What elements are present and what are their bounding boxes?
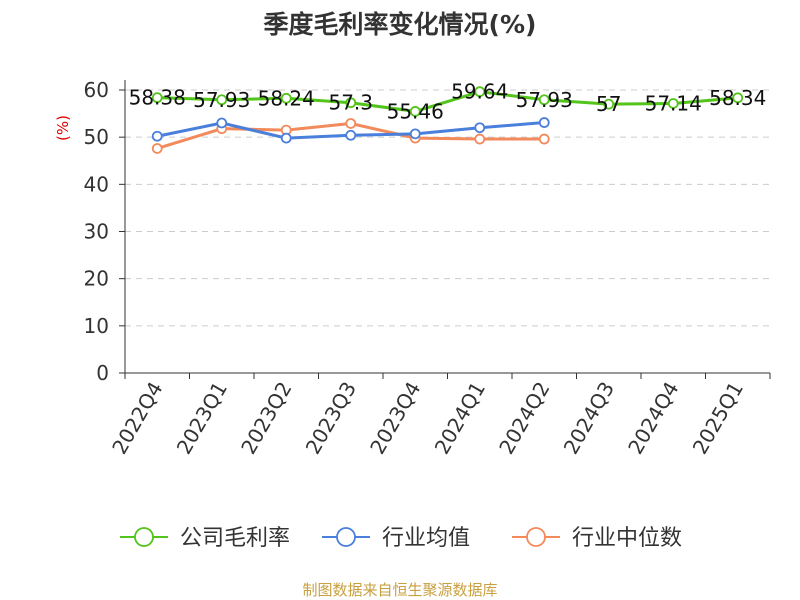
legend-label: 行业均值: [382, 526, 470, 551]
data-point: [538, 117, 550, 128]
data-point: [474, 133, 486, 145]
data-point: [151, 143, 163, 154]
data-point: [538, 133, 550, 145]
data-label: 57.14: [645, 91, 702, 115]
data-label: 57.3: [328, 91, 373, 115]
data-point: [409, 128, 421, 140]
x-tick-label: 2024Q1: [430, 378, 490, 459]
data-point: [345, 118, 357, 129]
data-point: [667, 98, 679, 109]
x-tick-label: 2023Q4: [365, 378, 425, 459]
data-label: 58.24: [258, 86, 315, 110]
data-label: 55.46: [387, 99, 444, 123]
x-tick-label: 2024Q3: [559, 378, 619, 459]
x-ticks: 2022Q4 2023Q1 2023Q2 2023Q3 2023Q4 2024Q1 2024…: [107, 373, 771, 459]
data-point: [409, 106, 421, 117]
legend-marker: [134, 527, 154, 547]
legend-marker: [526, 527, 546, 547]
data-point: [151, 130, 163, 142]
data-point: [216, 117, 228, 129]
x-tick-label: 2023Q1: [172, 378, 232, 459]
chart-title: 季度毛利率变化情况(%): [264, 10, 537, 39]
y-tick-label: 20: [84, 267, 109, 291]
y-tick-label: 0: [96, 361, 109, 385]
data-point: [216, 94, 228, 106]
legend: 公司毛利率 行业均值 行业中位数: [120, 526, 682, 551]
y-axis-label: (%): [54, 115, 72, 141]
data-point: [732, 92, 744, 104]
data-point: [345, 129, 357, 141]
x-tick-label: 2025Q1: [688, 378, 748, 459]
legend-marker: [336, 527, 356, 547]
data-label: 58.34: [709, 86, 766, 110]
data-point: [280, 92, 292, 104]
y-tick-label: 40: [84, 172, 109, 196]
data-point: [345, 97, 357, 109]
data-label: 57.93: [193, 88, 250, 112]
data-label: 57.93: [516, 88, 573, 112]
x-tick-label: 2024Q4: [623, 378, 683, 459]
data-label: 58.38: [129, 86, 186, 110]
y-tick-label: 10: [84, 314, 109, 338]
data-point: [474, 122, 486, 134]
x-tick-label: 2023Q2: [236, 378, 296, 459]
data-point: [474, 86, 486, 98]
data-point: [151, 92, 163, 104]
y-tick-label: 60: [84, 78, 109, 102]
series-lines: [151, 86, 744, 154]
data-labels: 58.38 57.93 58.24 57.3 55.46 59.64 57.93 57 57.1…: [129, 80, 767, 124]
data-label: 57: [596, 92, 621, 116]
legend-label: 行业中位数: [572, 526, 682, 551]
y-tick-label: 30: [84, 220, 109, 244]
x-tick-label: 2024Q2: [494, 378, 554, 459]
y-tick-label: 50: [84, 125, 109, 149]
data-point: [538, 94, 550, 106]
x-tick-label: 2023Q3: [301, 378, 361, 459]
legend-label: 公司毛利率: [180, 526, 290, 551]
data-point: [603, 98, 615, 110]
data-label: 59.64: [451, 80, 508, 104]
data-point: [280, 132, 292, 144]
x-tick-label: 2022Q4: [107, 378, 167, 459]
source-note: 制图数据来自恒生聚源数据库: [302, 581, 497, 599]
series-line-0: [157, 90, 738, 113]
y-ticks: 0 10 20 30 40 50 60: [84, 78, 125, 385]
